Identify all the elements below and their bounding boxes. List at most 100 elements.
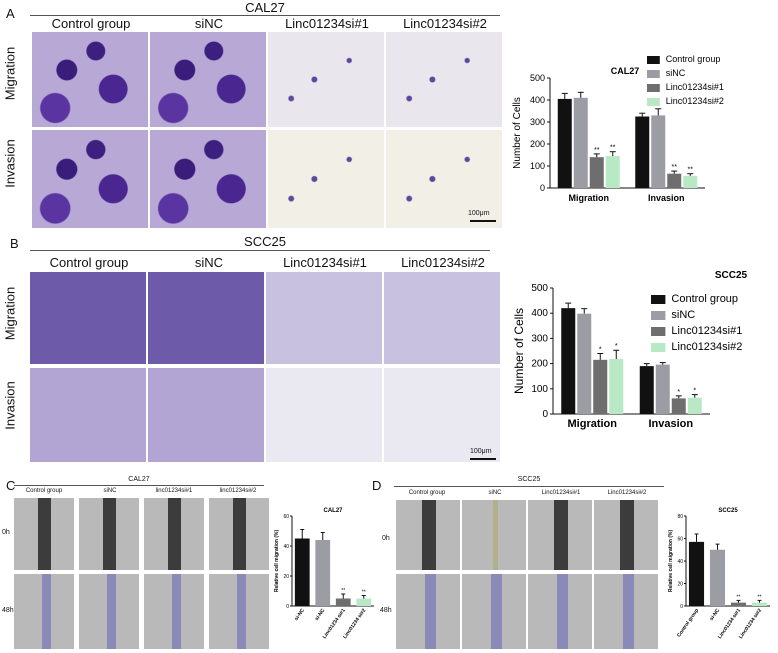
chart-a-significance: ** [610,145,616,152]
panel-d-letter: D [372,478,382,493]
panel-c-image-si1-48h [144,574,204,649]
chart-a: 0 100 200 300 400 500 Number of Cells ** ** Migra… [512,54,724,203]
chart-a-significance: ** [672,164,678,171]
panel-b-col-4: Linc01234si#2 [401,255,485,270]
panel-d-row-0h: 0h [382,535,390,542]
chart-d-significance: ** [737,594,741,600]
panel-c-col-1: Control group [25,488,63,494]
chart-b: 0 100 200 300 400 500 Number of Cells * * Migrati… [512,270,748,430]
chart-d-y-tick-label: 0 [680,604,683,610]
panel-d-col-2: siNC [488,490,502,496]
chart-c-y-axis-label: Relative cell migration (%) [274,530,280,593]
chart-a-category-label: Invasion [648,193,685,203]
panel-c-image-control-0h [14,498,74,570]
chart-b-legend-label: Linc01234si#1 [671,325,742,337]
chart-b-y-tick-label: 500 [531,283,548,294]
panel-c-col-4: linc01234si#2 [219,488,257,494]
panel-d-image-si2-48h [594,574,658,649]
chart-c: 0 20 40 60 Relative cell migration (%) si-NC s… [274,508,374,640]
chart-b-category-label: Migration [568,418,618,430]
panel-b-image-si2-invasion [384,368,500,462]
panel-c-image-si2-0h [209,498,269,570]
panel-a-image-control-invasion [32,130,148,228]
chart-a-legend-swatch [647,98,660,106]
panel-d-title: SCC25 [517,476,541,483]
chart-b-legend-swatch [651,295,666,304]
panel-d-image-si2-0h [594,500,658,570]
chart-c-category-label: si-NC [293,607,306,621]
panel-d-col-1: Control group [408,490,446,496]
chart-b-bar [561,308,576,414]
chart-d-y-tick-label: 40 [677,559,683,565]
panel-b-col-2: siNC [194,255,224,270]
panel-c-col-2: siNC [103,488,117,494]
panel-b-image-control-migration [30,272,146,364]
panel-b-image-sinc-migration [148,272,264,364]
chart-a-bar [651,115,666,188]
chart-b-legend-label: Control group [671,293,738,305]
chart-b-y-tick-label: 300 [531,333,548,344]
panel-a-image-sinc-migration [150,32,266,127]
chart-d-category-label: Linc01234 si#2 [738,608,763,641]
chart-c-bar [356,598,372,606]
chart-c-y-tick-label: 40 [283,544,289,550]
panel-b-image-control-invasion [30,368,146,462]
chart-d-title: SCC25 [718,508,738,514]
chart-b-bar [639,366,654,414]
panel-c-col-3: linc01234si#1 [155,488,193,494]
chart-b-legend-label: siNC [671,309,695,321]
panel-a-image-control-migration [32,32,148,127]
chart-b-bar [609,359,624,414]
panel-c-image-sinc-48h [79,574,139,649]
panel-a-image-si1-invasion [268,130,384,228]
panel-c-row-48h: 48h [2,607,14,614]
panel-a-col-4: Linc01234si#2 [403,16,487,31]
panel-d-image-control-0h [396,500,460,570]
chart-a-bar [589,157,604,188]
panel-b-image-si1-invasion [266,368,382,462]
chart-a-bar [635,116,650,188]
chart-a-legend-label: siNC [666,68,686,78]
chart-d-category-label: Control group [676,608,700,639]
chart-b-y-axis-label: Number of Cells [512,308,526,394]
chart-a-y-axis-label: Number of Cells [512,97,523,169]
chart-b-category-label: Invasion [648,418,693,430]
chart-a-legend-label: Linc01234si#1 [666,82,724,92]
chart-a-y-tick-label: 0 [540,183,545,193]
panel-c-image-control-48h [14,574,74,649]
panel-d-row-48h: 48h [380,607,392,614]
panel-d-image-si1-48h [528,574,592,649]
chart-a-significance: ** [688,167,694,174]
panel-b-rule [30,250,490,251]
panel-d-image-sinc-48h [462,574,526,649]
panel-b-image-si1-migration [266,272,382,364]
chart-b-bar [655,364,670,414]
chart-b-title: SCC25 [715,270,748,281]
chart-a-bar [667,173,682,188]
chart-a-legend-label: Linc01234si#2 [666,96,724,106]
chart-d-y-axis-label: Relative cell migration (%) [668,530,674,593]
panel-d-image-control-48h [396,574,460,649]
panel-b-row-invasion: Invasion [2,381,18,430]
chart-b-legend-swatch [651,327,666,336]
chart-a-bar [683,175,698,188]
chart-d-bar [751,602,768,606]
chart-b-legend-swatch [651,311,666,320]
chart-c-category-label: si-NC [314,607,327,621]
panel-a-image-si2-invasion [386,130,502,228]
panel-d-image-sinc-0h [462,500,526,570]
panel-d-rule [394,486,664,487]
chart-d-y-tick-label: 20 [677,582,683,588]
chart-b-bar [577,313,592,414]
chart-a-y-tick-label: 100 [530,161,545,171]
panel-b-col-1: Control group [49,255,129,270]
panel-c-image-si1-0h [144,498,204,570]
panel-b-image-si2-migration [384,272,500,364]
panel-b-image-sinc-invasion [148,368,264,462]
chart-c-significance: ** [362,590,366,596]
chart-a-bar [557,98,572,188]
chart-b-legend-label: Linc01234si#2 [671,341,742,353]
chart-a-y-tick-label: 400 [530,95,545,105]
chart-a-y-tick-label: 500 [530,73,545,83]
chart-b-significance: * [599,347,602,354]
